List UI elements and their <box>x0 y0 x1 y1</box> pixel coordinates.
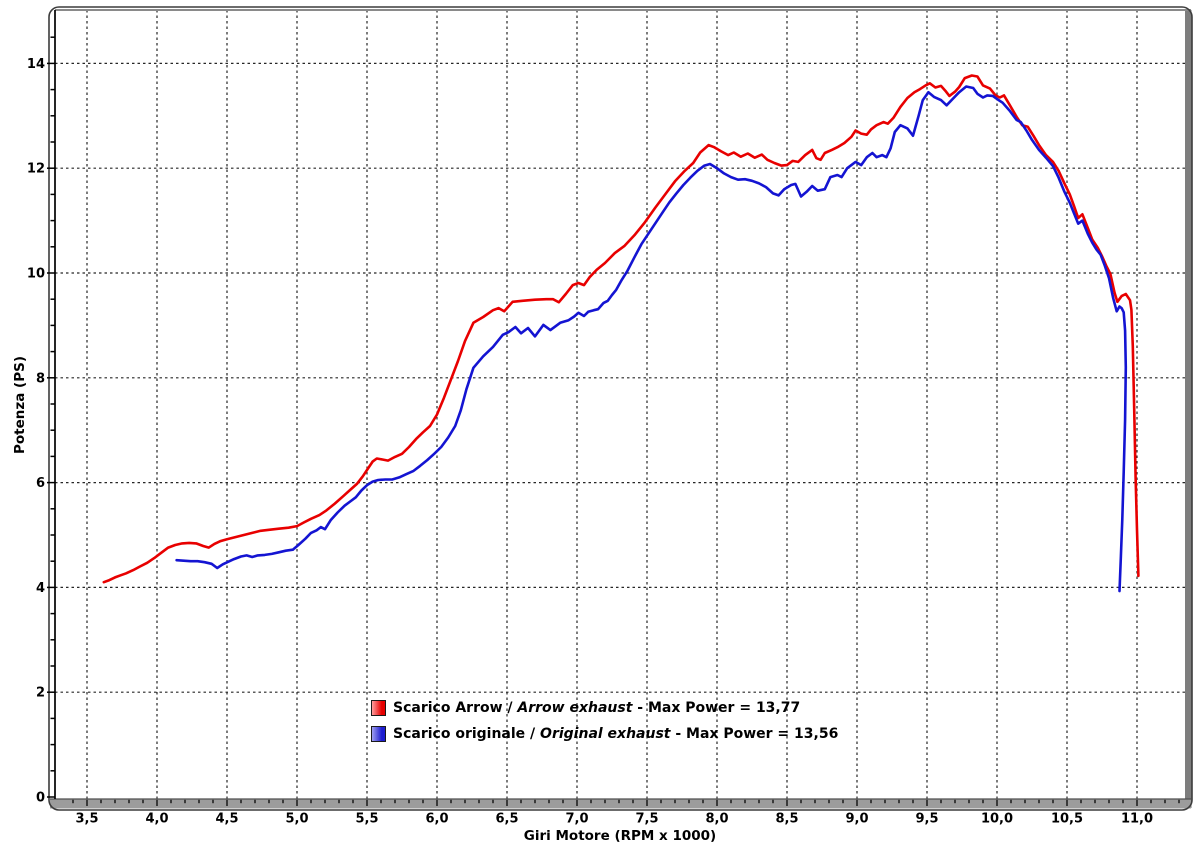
y-tick-label: 4 <box>36 581 45 596</box>
legend-arrow-maxpower: - Max Power = 13,77 <box>632 700 801 716</box>
legend-arrow-italic: Arrow exhaust <box>517 700 633 716</box>
plot-right-bar <box>1185 10 1192 808</box>
y-tick-label: 8 <box>36 371 45 386</box>
legend-label-arrow: Scarico Arrow / Arrow exhaust - Max Powe… <box>393 700 800 716</box>
legend-original-maxpower: - Max Power = 13,56 <box>670 726 839 742</box>
legend-original-italic: Original exhaust <box>540 726 671 742</box>
y-tick-label: 14 <box>27 57 45 72</box>
legend-arrow-prefix: Scarico Arrow / <box>393 700 518 716</box>
x-tick-label: 6,5 <box>495 812 518 827</box>
legend-item-original-exhaust: Scarico originale / Original exhaust - M… <box>371 724 838 744</box>
x-tick-label: 4,5 <box>215 812 238 827</box>
plot-frame <box>48 6 1193 811</box>
arrow-series-swatch-icon <box>371 700 386 716</box>
y-tick-label: 2 <box>36 686 45 701</box>
arrow-exhaust-curve <box>102 74 1140 584</box>
x-tick-label: 7,5 <box>635 812 658 827</box>
x-axis-bar <box>50 799 1191 809</box>
x-tick-label: 9,5 <box>915 812 938 827</box>
x-tick-label: 10,5 <box>1051 812 1083 827</box>
y-tick-label: 10 <box>27 267 45 282</box>
legend-original-prefix: Scarico originale / <box>393 726 541 742</box>
x-tick-label: 5,5 <box>355 812 378 827</box>
legend: Scarico Arrow / Arrow exhaust - Max Powe… <box>371 698 838 750</box>
x-tick-label: 8,5 <box>775 812 798 827</box>
legend-item-arrow-exhaust: Scarico Arrow / Arrow exhaust - Max Powe… <box>371 698 838 718</box>
y-tick-label: 0 <box>36 791 45 806</box>
x-tick-label: 5,0 <box>285 812 308 827</box>
x-axis-title: Giri Motore (RPM x 1000) <box>523 828 717 844</box>
x-tick-label: 6,0 <box>425 812 448 827</box>
x-tick-label: 3,5 <box>75 812 98 827</box>
x-tick-label: 10,0 <box>981 812 1013 827</box>
y-tick-label: 6 <box>36 476 45 491</box>
original-exhaust-curve <box>175 85 1128 593</box>
x-tick-label: 7,0 <box>565 812 588 827</box>
legend-label-original: Scarico originale / Original exhaust - M… <box>393 726 838 742</box>
original-series-swatch-icon <box>371 726 386 742</box>
x-tick-label: 8,0 <box>705 812 728 827</box>
x-tick-label: 9,0 <box>845 812 868 827</box>
x-tick-label: 11,0 <box>1121 812 1153 827</box>
x-tick-label: 4,0 <box>145 812 168 827</box>
y-tick-label: 12 <box>27 162 45 177</box>
y-axis-title: Potenza (PS) <box>12 355 28 455</box>
